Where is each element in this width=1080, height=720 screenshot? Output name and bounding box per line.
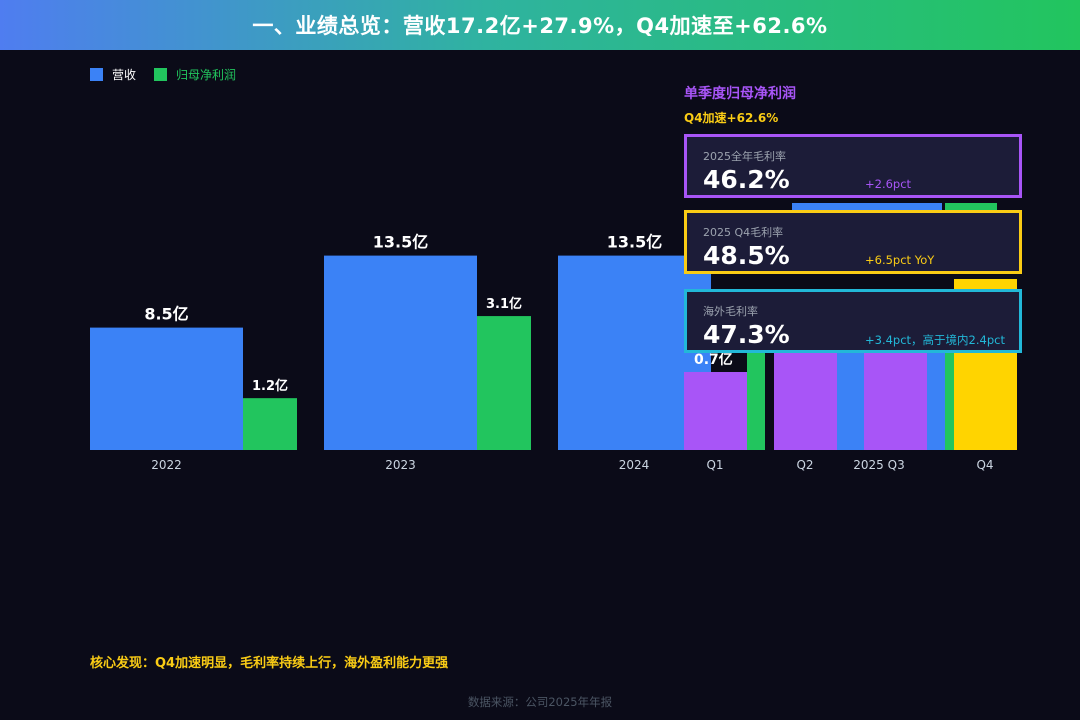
chart-legend: 营收 归母净利润 [90,66,254,83]
kpi-card-value: 47.3% [703,320,790,349]
x-tick-label-Q4: Q4 [976,458,993,472]
kpi-card-label: 2025 Q4毛利率 [703,226,784,239]
data-label-revenue-2023: 13.5亿 [373,233,428,252]
bar-revenue-2025-strip [837,350,864,450]
data-label-profit-2023: 3.1亿 [486,296,522,312]
legend-item-revenue: 营收 [90,66,136,83]
page-title: 一、业绩总览：营收17.2亿+27.9%，Q4加速至+62.6% [252,14,828,38]
bar-profit-2024-strip [747,350,765,450]
quarterly-chart-subtitle: Q4加速+62.6% [684,111,779,125]
x-tick-label-Q1: Q1 [706,458,723,472]
header-bar: 一、业绩总览：营收17.2亿+27.9%，Q4加速至+62.6% [0,0,1080,50]
legend-item-profit: 归母净利润 [154,66,236,83]
kpi-card-delta: +3.4pct，高于境内2.4pct [865,333,1005,347]
bar-quarter-Q2 [774,340,837,450]
bar-profit-2025-strip [945,350,954,450]
bar-revenue-2023 [324,255,477,450]
x-tick-label-Q3: 2025 Q3 [853,458,904,472]
data-label-revenue-2022: 8.5亿 [144,305,188,324]
bar-profit-2023 [477,316,531,450]
data-label-revenue-2024: 13.5亿 [607,233,662,252]
bar-revenue-2025-top [792,203,942,211]
bar-revenue-2025-strip-2 [927,350,945,450]
kpi-card-delta: +2.6pct [865,177,912,191]
data-source: 数据来源：公司2025年年报 [467,695,613,709]
kpi-card-annual-gross-margin: 2025全年毛利率 46.2% +2.6pct [684,134,1022,198]
bar-revenue-2022 [90,327,243,450]
x-tick-label-2022: 2022 [151,458,182,472]
legend-swatch-revenue [90,68,103,81]
x-tick-label-Q2: Q2 [796,458,813,472]
quarterly-chart-title: 单季度归母净利润 [684,86,796,102]
bar-quarter-Q4-top [954,279,1017,289]
kpi-card-label: 海外毛利率 [703,305,758,318]
data-label-quarter-Q1: 0.7亿 [694,351,733,368]
x-tick-label-2024: 2024 [619,458,650,472]
bar-quarter-Q1 [684,372,747,450]
key-finding: 核心发现：Q4加速明显，毛利率持续上行，海外盈利能力更强 [90,656,449,671]
kpi-card-value: 46.2% [703,165,790,194]
legend-label-profit: 归母净利润 [176,68,237,82]
kpi-card-value: 48.5% [703,241,790,270]
kpi-card-label: 2025全年毛利率 [703,150,786,163]
kpi-card-overseas-gross-margin: 海外毛利率 47.3% +3.4pct，高于境内2.4pct [684,289,1022,353]
kpi-card-q4-gross-margin: 2025 Q4毛利率 48.5% +6.5pct YoY [684,210,1022,274]
bar-quarter-Q3 [864,340,927,450]
bar-profit-2022 [243,398,297,450]
legend-swatch-profit [154,68,168,81]
kpi-card-delta: +6.5pct YoY [865,253,935,267]
bar-profit-2025-top [945,203,997,211]
x-tick-label-2023: 2023 [385,458,416,472]
data-label-profit-2022: 1.2亿 [252,378,288,394]
legend-label-revenue: 营收 [112,68,137,82]
